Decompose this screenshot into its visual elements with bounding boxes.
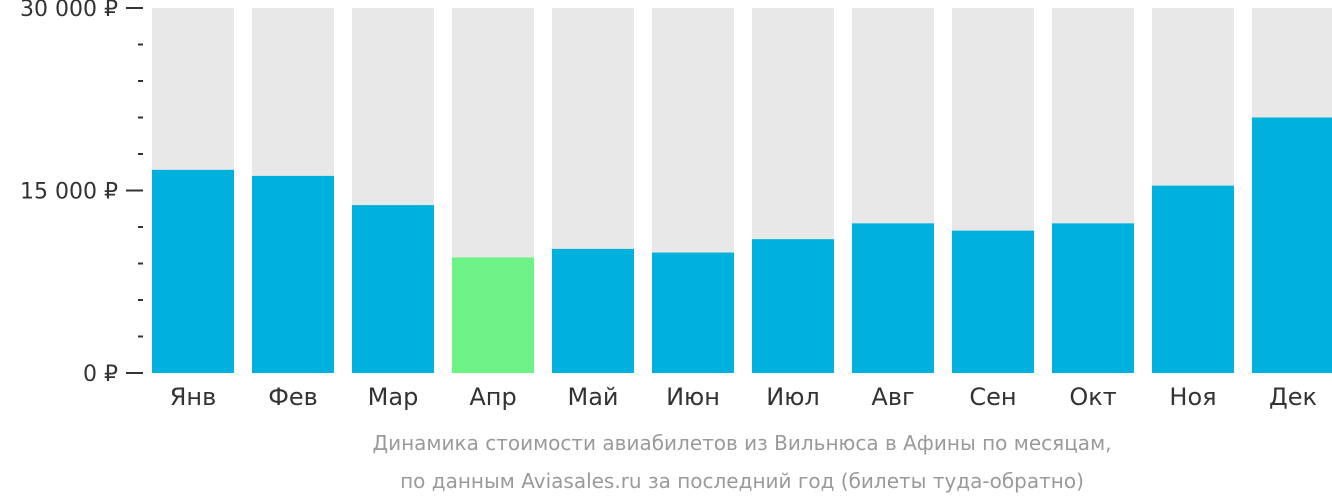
- bar-1: [152, 169, 234, 373]
- bar-8: [852, 223, 934, 373]
- bar-3: [352, 205, 434, 373]
- bar-7: [752, 239, 834, 373]
- x-axis-labels: Янв Фев Мар Апр Май Июн Июл Авг Сен Окт Ноя Дек: [170, 383, 1317, 411]
- x-tick-label-6: Июн: [666, 383, 720, 411]
- bar-5: [552, 248, 634, 373]
- bar-6: [652, 252, 734, 373]
- bar-11: [1152, 185, 1234, 373]
- chart-caption: Динамика стоимости авиабилетов из Вильню…: [372, 431, 1111, 493]
- x-tick-label-1: Янв: [170, 383, 217, 411]
- bar-9: [952, 230, 1034, 373]
- bar-4: [452, 257, 534, 373]
- y-tick-label-3: 30 000 ₽: [20, 0, 118, 22]
- y-tick-label-2: 15 000 ₽: [20, 180, 118, 205]
- y-axis: 0 ₽ 15 000 ₽ 30 000 ₽: [20, 0, 143, 387]
- x-tick-label-12: Дек: [1269, 383, 1317, 411]
- bar-2: [252, 175, 334, 373]
- x-tick-label-3: Мар: [368, 383, 419, 411]
- x-tick-label-9: Сен: [969, 383, 1016, 411]
- x-tick-label-11: Ноя: [1169, 383, 1216, 411]
- bar-12: [1252, 117, 1332, 373]
- y-tick-label-1: 0 ₽: [83, 362, 118, 387]
- x-tick-label-7: Июл: [766, 383, 820, 411]
- caption-line-2: по данным Aviasales.ru за последний год …: [400, 469, 1084, 493]
- caption-line-1: Динамика стоимости авиабилетов из Вильню…: [372, 431, 1111, 455]
- x-tick-label-10: Окт: [1069, 383, 1116, 411]
- x-tick-label-4: Апр: [469, 383, 516, 411]
- bar-10: [1052, 223, 1134, 373]
- data-bars: [152, 117, 1332, 373]
- x-tick-label-2: Фев: [268, 383, 318, 411]
- x-tick-label-5: Май: [567, 383, 618, 411]
- x-tick-label-8: Авг: [871, 383, 914, 411]
